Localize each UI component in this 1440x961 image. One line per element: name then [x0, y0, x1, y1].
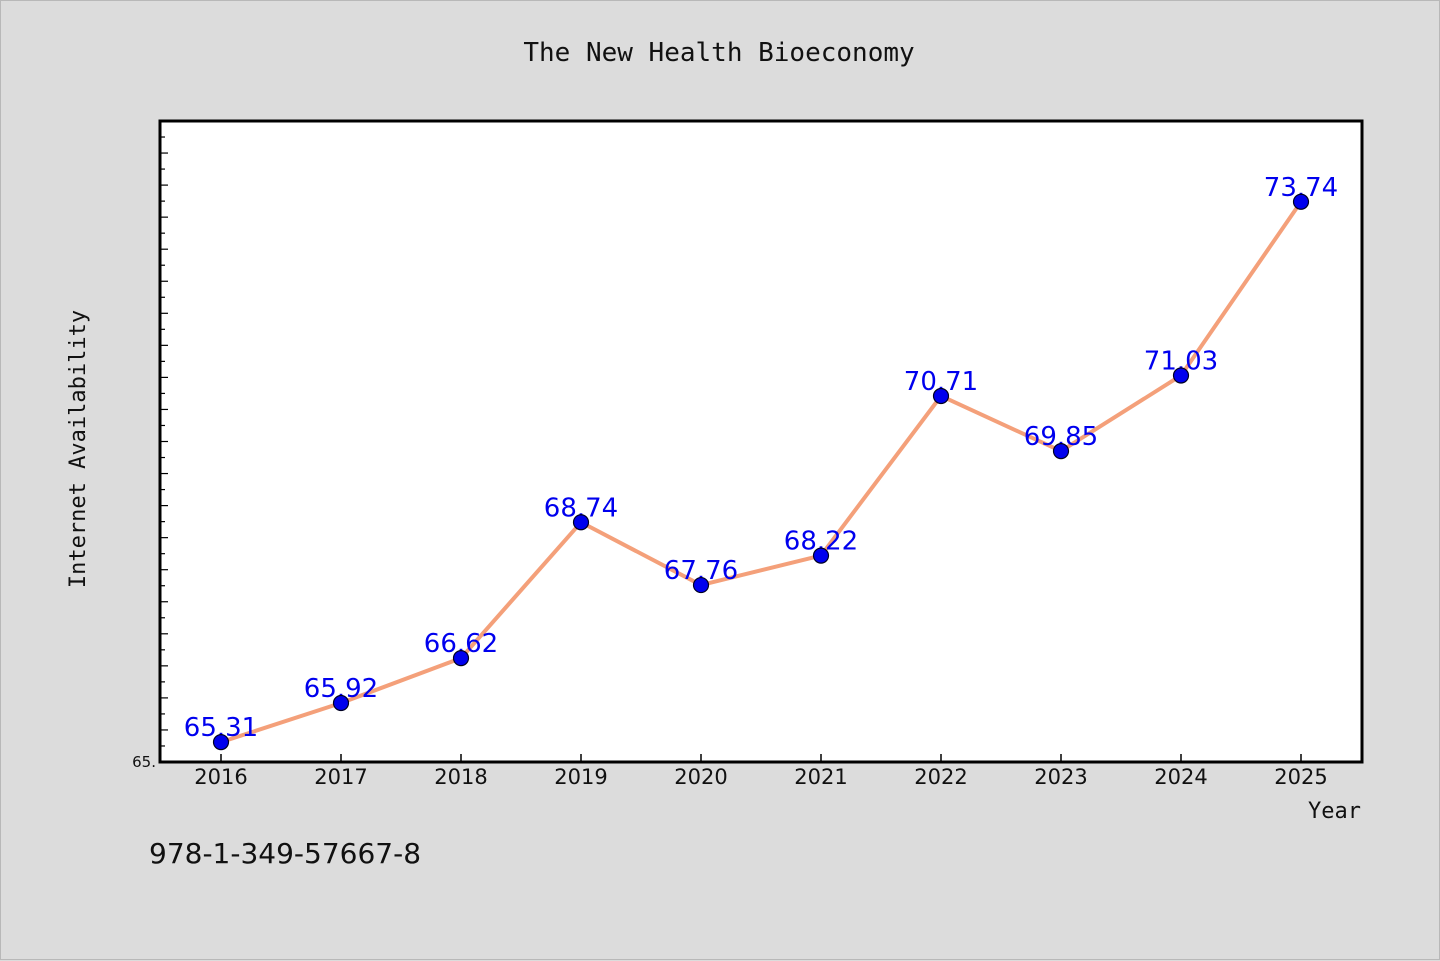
- data-point: [1052, 443, 1070, 460]
- y-axis-ticks: 65.: [132, 120, 168, 771]
- plot-area: [158, 119, 1364, 764]
- x-tick-label: 2019: [554, 765, 607, 789]
- footer-isbn: 978-1-349-57667-8: [149, 837, 421, 870]
- x-axis-ticks: 2016 2017 2018 2019 2020 2021 2022 2023 2024 2025: [194, 754, 1328, 789]
- series-layer: 65.3165.9266.6268.7467.7668.2270.7169.85…: [184, 173, 1338, 751]
- x-tick-label: 2022: [914, 765, 967, 789]
- y-axis-label: Internet Availability: [66, 310, 91, 588]
- x-tick-label: 2020: [674, 765, 727, 789]
- x-tick-label: 2021: [794, 765, 847, 789]
- data-point: [932, 387, 950, 405]
- x-tick-label: 2025: [1274, 765, 1327, 789]
- data-point: [1172, 367, 1190, 384]
- data-point: [572, 514, 590, 531]
- x-tick-label: 2017: [314, 765, 367, 789]
- data-point: [452, 650, 470, 667]
- data-point: [812, 547, 830, 564]
- data-point: [212, 734, 230, 751]
- x-tick-label: 2023: [1034, 765, 1087, 789]
- x-tick-label: 2018: [434, 765, 487, 789]
- x-axis-label: Year: [1308, 799, 1361, 824]
- chart-title: The New Health Bioeconomy: [523, 38, 914, 68]
- x-tick-label: 2024: [1154, 765, 1207, 789]
- x-tick-label: 2016: [194, 765, 247, 789]
- data-point: [692, 576, 710, 594]
- data-point: [332, 694, 350, 712]
- y-tick-label: 65.: [132, 753, 156, 771]
- data-point: [1292, 193, 1310, 210]
- series-line: [219, 199, 1303, 745]
